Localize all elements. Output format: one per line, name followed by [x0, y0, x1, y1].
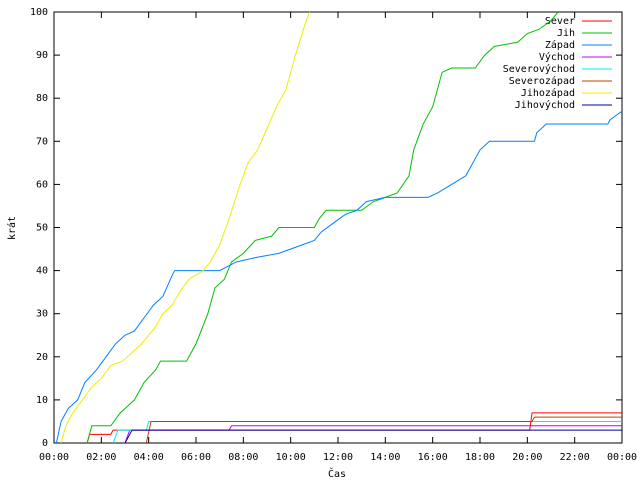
x-tick-label: 20:00 — [512, 452, 542, 463]
y-tick-label: 90 — [36, 50, 48, 61]
x-tick-label: 08:00 — [228, 452, 258, 463]
x-axis-label: Čas — [328, 467, 346, 480]
legend-label: Sever — [545, 16, 575, 27]
y-tick-label: 60 — [36, 179, 48, 190]
legend-label: Severovýchod — [503, 63, 575, 75]
series-line — [60, 11, 311, 444]
x-tick-label: 14:00 — [370, 452, 400, 463]
y-axis-label: krát — [6, 216, 18, 240]
series-line — [86, 11, 559, 444]
series-line — [55, 110, 623, 444]
legend-label: Jih — [557, 28, 575, 39]
x-tick-label: 00:00 — [39, 452, 69, 463]
x-tick-label: 10:00 — [276, 452, 306, 463]
x-tick-label: 16:00 — [418, 452, 448, 463]
series-line — [145, 416, 622, 444]
legend-label: Západ — [545, 39, 575, 51]
x-tick-label: 12:00 — [323, 452, 353, 463]
y-tick-label: 50 — [36, 223, 48, 234]
y-tick-label: 100 — [30, 7, 48, 18]
y-tick-label: 0 — [42, 438, 48, 449]
series-line — [124, 429, 622, 444]
y-tick-label: 30 — [36, 309, 48, 320]
legend-label: Jihozápad — [521, 87, 575, 99]
y-tick-label: 70 — [36, 136, 48, 147]
x-tick-label: 00:00 — [607, 452, 637, 463]
y-tick-label: 80 — [36, 93, 48, 104]
legend-label: Východ — [539, 51, 575, 63]
plot-border — [53, 11, 623, 444]
y-tick-label: 10 — [36, 395, 48, 406]
x-tick-label: 18:00 — [465, 452, 495, 463]
y-tick-label: 40 — [36, 266, 48, 277]
x-tick-label: 06:00 — [181, 452, 211, 463]
x-tick-label: 04:00 — [134, 452, 164, 463]
x-tick-label: 22:00 — [560, 452, 590, 463]
legend-label: Jihovýchod — [515, 99, 575, 111]
y-tick-label: 20 — [36, 352, 48, 363]
x-tick-label: 02:00 — [86, 452, 116, 463]
legend-label: Severozápad — [509, 75, 575, 87]
